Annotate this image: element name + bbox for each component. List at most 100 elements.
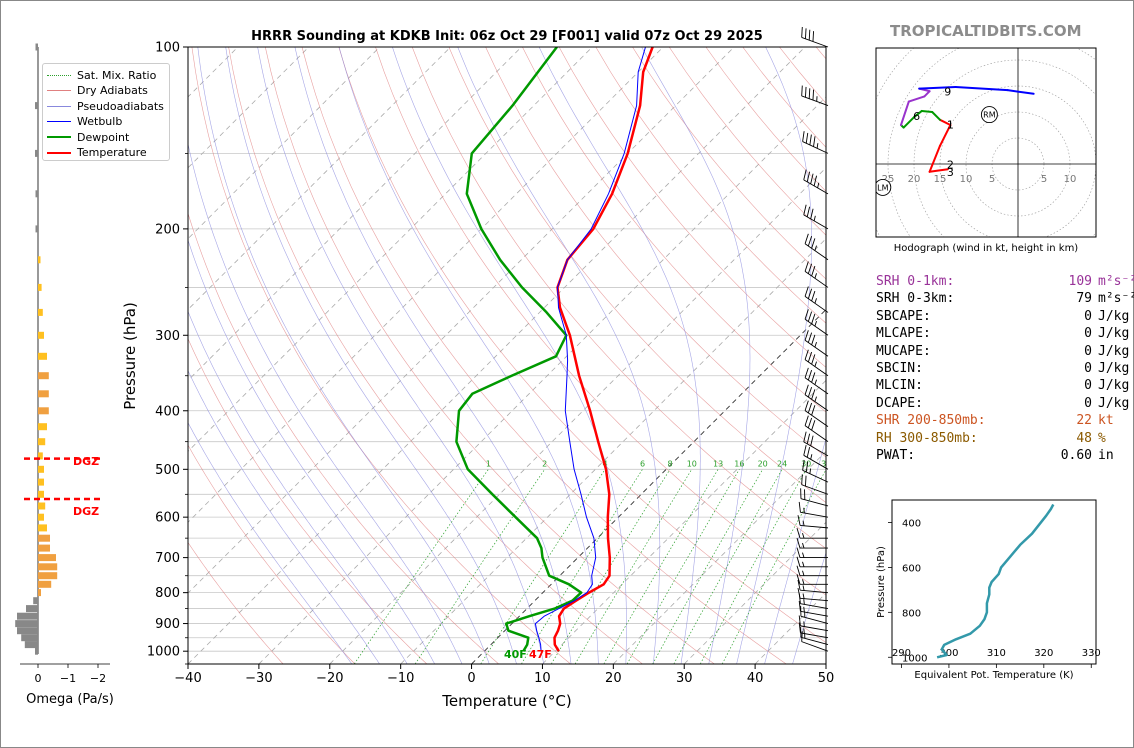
pseudoadiabat (257, 47, 542, 652)
hodograph-tick-label: 5 (1041, 174, 1047, 185)
wind-barb (804, 384, 829, 412)
barb-full (812, 89, 815, 101)
param-row: RH 300-850mb: 48% (876, 430, 1134, 447)
omega-bar (38, 438, 46, 446)
isotherm (0, 47, 25, 664)
barb-full (804, 286, 809, 297)
omega-bar (38, 572, 58, 580)
param-unit: m²s⁻² (1098, 274, 1134, 289)
wind-barb (804, 400, 829, 428)
barb-full (796, 574, 801, 585)
skewt-axes-frame (187, 46, 827, 665)
dry-adiabat (301, 47, 787, 664)
param-unit: J/kg (1098, 395, 1130, 411)
hodograph-panel: 25 20 15 10 5 5 10 1 23 6 9 RM LM (876, 48, 1096, 237)
hodograph-tick-label: 20 (908, 174, 921, 185)
chart-legend: Sat. Mix. Ratio Dry Adiabats Pseudoadiabat… (42, 63, 170, 161)
site-watermark: TROPICALTIDBITS.COM (890, 22, 1082, 40)
dry-adiabat (485, 47, 826, 458)
wind-barb (804, 309, 829, 336)
omega-tick-label: 0 (35, 672, 42, 685)
pseudoadiabat (188, 422, 343, 652)
hodograph-height-label: 6 (913, 110, 920, 123)
surface-temp-label: 47F (529, 648, 552, 661)
param-label: MUCAPE: (876, 343, 931, 359)
pseudoadiabat (597, 651, 599, 664)
isotherm (329, 167, 826, 664)
param-row: MUCAPE: 0 J/kg (876, 343, 1134, 360)
mixing-ratio-line (652, 469, 764, 664)
dry-adiabat (411, 47, 826, 549)
hodograph-frame (875, 47, 1097, 238)
omega-bar (38, 331, 44, 339)
barb-full (805, 461, 809, 473)
barb-full (801, 85, 803, 97)
barb-full (804, 349, 809, 360)
param-unit: in (1098, 448, 1114, 464)
param-row: SRH 0-1km: 109 m²s⁻² (876, 273, 1134, 290)
barb-full (798, 622, 801, 633)
barb-half (809, 468, 812, 474)
pseudoadiabat (767, 437, 826, 652)
barb-full (796, 537, 801, 549)
mixing-ratio-line (673, 469, 783, 664)
omega-bar (38, 465, 44, 473)
barb-full (813, 175, 817, 186)
barb-half (802, 533, 805, 539)
legend-label: Wetbulb (77, 115, 123, 128)
omega-bar (38, 256, 41, 264)
barb-half (817, 182, 820, 188)
barb-full (802, 459, 805, 471)
wind-barb (804, 349, 829, 377)
pseudoadiabat (739, 47, 812, 652)
barb-half (814, 298, 817, 304)
barb-full (796, 556, 801, 567)
theta-y-tick-label: 1000 (902, 653, 927, 664)
barb-full (811, 354, 816, 365)
x-tick-label: 0 (467, 671, 475, 686)
wind-barb (796, 556, 828, 568)
barb-full (807, 288, 813, 299)
barb-full (808, 29, 811, 41)
theta-e-frame (891, 499, 1097, 665)
barb-staff (800, 589, 829, 594)
theta-x-tick-label: 300 (939, 648, 958, 659)
theta-e-line (936, 503, 1055, 659)
barb-full (811, 389, 816, 400)
dry-adiabat (265, 47, 715, 664)
param-value: 0 (1084, 308, 1092, 324)
pseudoadiabat (342, 651, 353, 664)
y-tick-label: 100 (155, 41, 180, 56)
legend-label: Temperature (77, 146, 147, 159)
barb-full (804, 384, 809, 395)
barb-full (811, 238, 816, 249)
omega-bar (38, 563, 58, 571)
dry-adiabat (448, 47, 826, 503)
barb-half (803, 621, 805, 627)
barb-half (803, 507, 805, 514)
barb-full (803, 169, 807, 180)
wind-barb (804, 330, 829, 357)
omega-bar (35, 225, 38, 233)
dry-adiabat (188, 212, 499, 664)
omega-tick-label: −2 (90, 672, 106, 685)
barb-full (803, 204, 807, 215)
theta-e-panel: 290 300 310 320 330 400 600 800 1000 (888, 503, 1101, 668)
x-tick-label: −40 (174, 671, 201, 686)
hodograph-tick-label: 10 (960, 174, 973, 185)
y-tick-label: 500 (155, 463, 180, 478)
wind-barb (798, 622, 829, 639)
wind-barb (796, 537, 828, 549)
hodograph-plot-area: 25 20 15 10 5 5 10 1 23 6 9 RM LM (876, 48, 1096, 237)
pseudoadiabat (392, 47, 627, 652)
omega-bar (38, 478, 44, 486)
barb-full (805, 132, 809, 144)
dry-adiabat (228, 47, 643, 664)
wind-barb (798, 600, 829, 617)
param-row: SBCIN: 0 J/kg (876, 360, 1134, 377)
barb-full (811, 313, 816, 324)
profile-temperature (553, 47, 654, 652)
param-label: SRH 0-1km: (876, 274, 955, 289)
theta-x-tick-label: 290 (892, 648, 911, 659)
param-row: SHR 200-850mb: 22 kt (876, 412, 1134, 429)
